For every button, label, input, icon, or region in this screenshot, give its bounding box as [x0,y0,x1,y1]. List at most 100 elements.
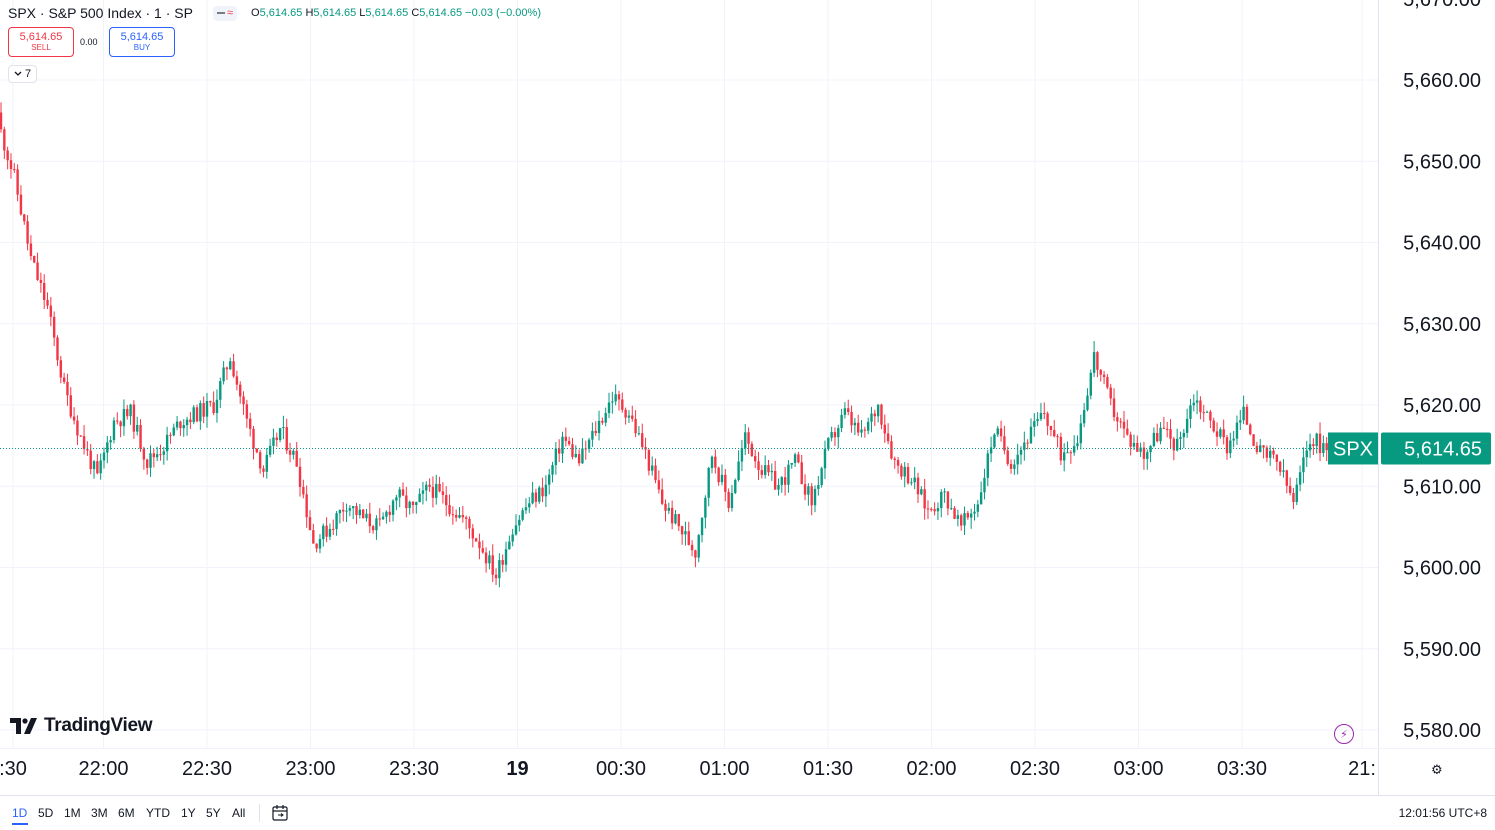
candle [800,454,803,485]
price-chart[interactable]: 5,580.00 5,590.00 5,600.00 5,610.00 5,620.00… [0,0,1495,795]
time-tick-label: 01:30 [803,758,853,780]
candle [1318,422,1322,462]
candle [1199,396,1202,420]
time-tick-label: :30 [0,758,27,780]
lightning-icon[interactable]: ⚡ [1334,724,1354,744]
tradingview-logo-icon [10,718,37,734]
range-button-ytd[interactable]: YTD [146,806,170,820]
candle [873,409,877,426]
candle [1285,469,1289,494]
candle [175,416,179,431]
candle [26,215,29,251]
candle [1235,415,1239,445]
range-button-6m[interactable]: 6M [118,806,135,820]
candle [79,435,82,437]
price-axis[interactable]: 5,580.00 5,590.00 5,600.00 5,610.00 5,620.00… [1403,0,1481,742]
candle [116,412,119,425]
candle [913,467,916,490]
candle [109,435,112,450]
candle [431,476,435,508]
candle [999,420,1003,442]
candle [660,478,664,506]
range-button-3m[interactable]: 3M [91,806,108,820]
candle [474,537,478,542]
range-button-1d[interactable]: 1D [12,806,28,820]
close-value: 5,614.65 [419,7,463,19]
symbol-title[interactable]: SPX · S&P 500 Index · 1 · SP [8,5,193,21]
range-button-5d[interactable]: 5D [38,806,54,820]
candle [1039,402,1043,422]
calendar-icon[interactable] [271,804,289,822]
high-label: H [305,7,314,19]
range-button-1m[interactable]: 1M [64,806,81,820]
candle [1089,369,1092,400]
candle [597,410,601,441]
candle [890,435,893,460]
candle [52,311,56,346]
candle [96,454,99,475]
candle [195,404,199,423]
gear-icon[interactable]: ⚙ [1431,762,1443,777]
candle [39,272,43,293]
range-button-5y[interactable]: 5Y [206,806,221,820]
range-button-1y[interactable]: 1Y [181,806,196,820]
candle [172,423,175,437]
candle [1195,390,1199,415]
candle [441,482,445,504]
candle [1079,414,1083,450]
candle [1069,450,1073,464]
candle [956,509,960,527]
candle [418,488,421,503]
candle [405,486,408,518]
candle [92,460,96,479]
candle [677,513,680,532]
candle [1126,419,1129,436]
candle [528,496,531,513]
candle [239,381,242,404]
candle [1043,402,1046,420]
candle [847,399,850,416]
candle [830,426,833,442]
candle [1046,411,1049,436]
indicators-collapse-button[interactable]: 7 [8,65,37,83]
sell-button[interactable]: 5,614.65 SELL [8,27,74,57]
toolbar-divider [259,804,260,822]
buy-button[interactable]: 5,614.65 BUY [109,27,175,57]
candle [1003,425,1006,455]
candle [850,405,853,433]
candle [1252,434,1255,447]
candle [1146,449,1149,470]
candle [1072,435,1076,456]
candle [149,445,152,477]
clock-timezone[interactable]: 12:01:56 UTC+8 [1398,806,1487,820]
market-status[interactable]: ≈ [212,5,237,21]
candle [541,477,544,503]
candle [734,478,737,495]
candle [165,426,169,461]
buy-price: 5,614.65 [120,31,164,43]
candle [860,420,863,438]
range-button-all[interactable]: All [232,806,246,820]
time-axis[interactable]: :30 22:00 22:30 23:00 23:30 19 00:30 01:00 01:30… [0,758,1376,780]
candle [866,417,870,435]
candle [245,399,249,428]
candle [1086,388,1089,412]
candle [23,213,26,225]
active-range-underline [12,823,28,825]
candle [13,163,16,173]
candle [305,485,308,528]
time-tick-label: 00:30 [596,758,646,780]
candle [242,391,245,415]
candle [667,502,671,514]
time-tick-label: 03:00 [1113,758,1163,780]
candle [398,486,401,508]
candle [1288,477,1292,496]
time-tick-label: 02:30 [1010,758,1060,780]
candle [923,478,926,520]
candle [920,486,923,496]
candle [1122,410,1126,439]
tradingview-logo[interactable]: TradingView [10,715,153,737]
candle [1212,417,1215,433]
candle [292,448,295,460]
time-tick-label: 19 [506,758,528,780]
